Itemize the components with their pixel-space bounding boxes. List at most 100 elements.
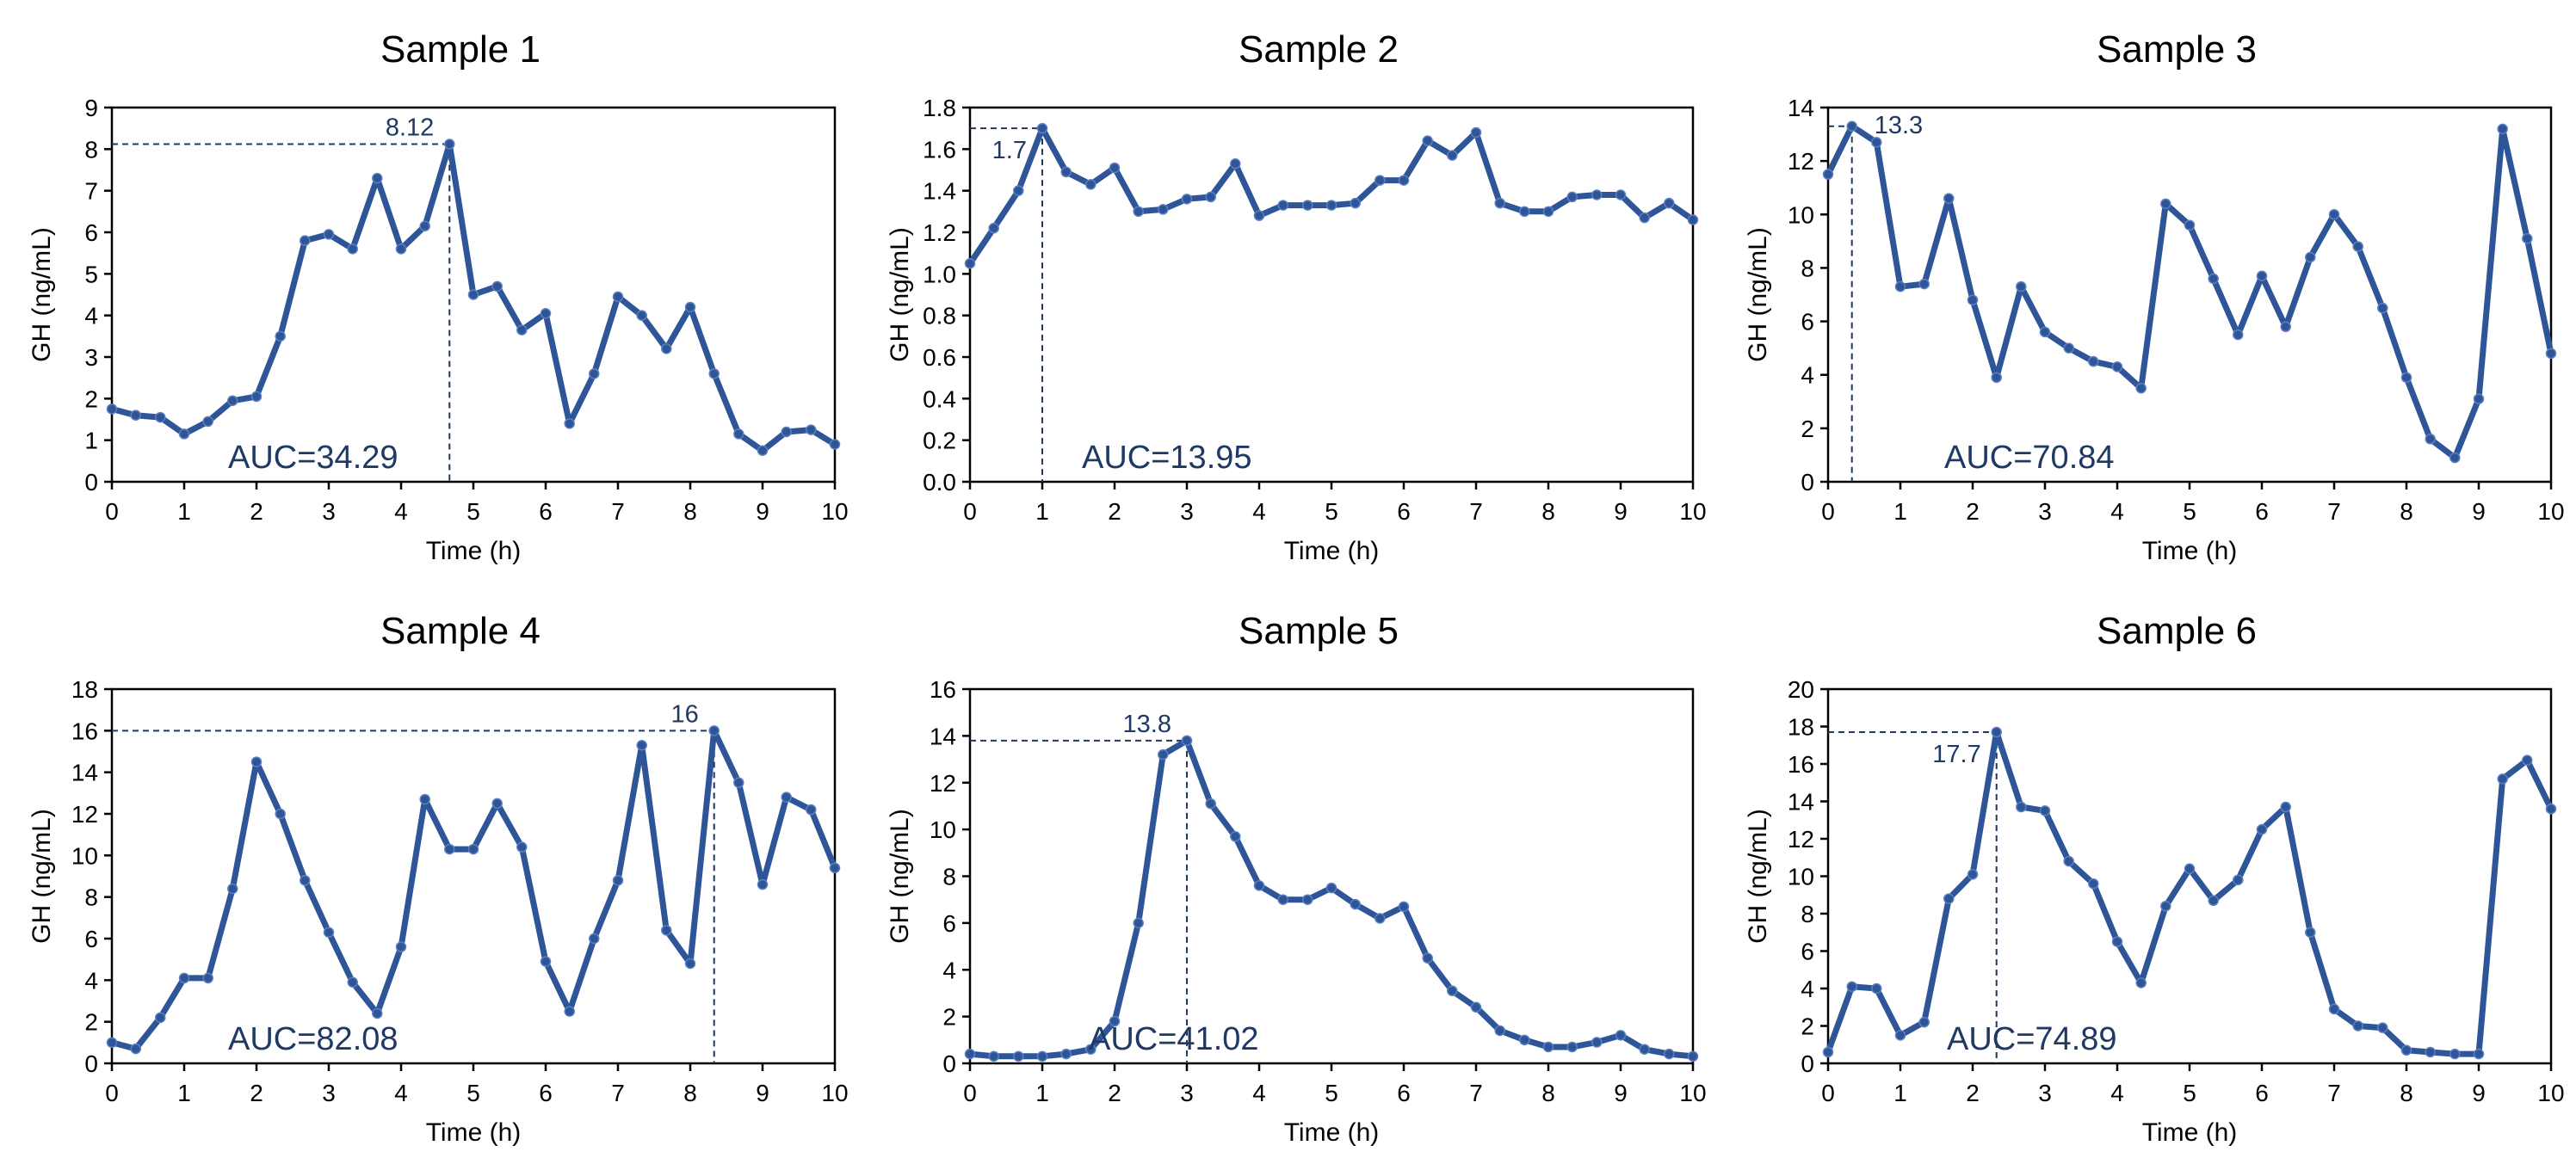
data-point — [491, 798, 503, 810]
x-tick-label: 9 — [2472, 1080, 2486, 1106]
x-tick-label: 4 — [394, 1080, 408, 1106]
y-tick-label: 18 — [71, 676, 98, 703]
y-axis-label: GH (ng/mL) — [886, 809, 914, 944]
x-tick-label: 0 — [105, 1080, 119, 1106]
data-point — [1494, 197, 1505, 209]
x-tick-label: 6 — [2255, 1080, 2269, 1106]
series-line — [967, 737, 1696, 1060]
data-point — [2522, 754, 2533, 766]
data-point — [300, 875, 311, 886]
x-tick-label: 7 — [1469, 1080, 1483, 1106]
series-line — [1825, 729, 2554, 1057]
data-point — [2328, 209, 2340, 220]
x-tick-label: 9 — [1614, 1080, 1628, 1106]
x-tick-label: 3 — [1180, 498, 1194, 525]
data-point — [1542, 206, 1554, 218]
y-tick-label: 0.2 — [923, 428, 956, 454]
x-tick-label: 0 — [963, 1080, 977, 1106]
x-tick-label: 9 — [2472, 498, 2486, 525]
data-point — [988, 222, 999, 234]
data-point — [589, 933, 600, 945]
x-tick-label: 3 — [2038, 498, 2052, 525]
data-point — [323, 927, 335, 938]
y-tick-label: 12 — [71, 801, 98, 828]
data-point — [1871, 982, 1882, 995]
x-tick-label: 9 — [756, 1080, 769, 1106]
data-point — [106, 403, 118, 415]
data-point — [612, 291, 624, 303]
data-point — [2449, 1048, 2461, 1060]
y-tick-label: 10 — [930, 816, 956, 843]
auc-label: AUC=13.95 — [1082, 440, 1252, 476]
y-tick-label: 0.4 — [923, 385, 956, 412]
data-point — [781, 791, 792, 803]
data-point — [1846, 981, 1857, 993]
x-tick-label: 1 — [1035, 498, 1049, 525]
chart-title: Sample 6 — [2097, 610, 2257, 652]
data-point — [275, 808, 286, 820]
plot-frame — [1826, 106, 2553, 483]
data-point — [2256, 823, 2268, 835]
data-point — [1109, 1015, 1121, 1027]
series-line — [1825, 123, 2554, 461]
data-point — [806, 424, 817, 435]
y-tick-label: 2 — [942, 1004, 956, 1031]
x-tick-label: 1 — [1893, 498, 1907, 525]
data-point — [1302, 894, 1313, 905]
data-point — [1277, 894, 1288, 905]
data-point — [661, 343, 672, 354]
data-point — [1542, 1041, 1554, 1053]
y-tick-label: 8 — [84, 884, 98, 911]
x-tick-label: 5 — [466, 498, 480, 525]
data-point — [1398, 175, 1410, 186]
data-point — [540, 956, 552, 967]
data-point — [1374, 913, 1386, 924]
data-point — [2352, 1020, 2363, 1032]
data-point — [1060, 166, 1072, 178]
data-point — [250, 756, 263, 767]
y-tick-label: 12 — [930, 770, 956, 797]
x-tick-label: 5 — [1325, 1080, 1338, 1106]
data-point — [2497, 123, 2508, 135]
y-tick-label: 18 — [1788, 714, 1814, 741]
data-point — [1991, 726, 2002, 738]
data-point — [202, 972, 213, 984]
y-tick-label: 2 — [1801, 416, 1814, 442]
data-point — [2016, 801, 2027, 813]
x-tick-label: 4 — [2110, 498, 2124, 525]
data-point — [2545, 803, 2557, 815]
series-line — [967, 125, 1696, 267]
x-tick-label: 0 — [105, 498, 119, 525]
data-point — [2449, 452, 2461, 464]
x-tick-label: 1 — [177, 1080, 191, 1106]
data-point — [2135, 383, 2147, 394]
chart-title: Sample 5 — [1239, 610, 1399, 652]
y-tick-label: 6 — [942, 910, 956, 937]
data-point — [2088, 878, 2099, 890]
data-point — [1013, 1050, 1024, 1062]
data-point — [2088, 355, 2099, 367]
chart-title: Sample 2 — [1239, 28, 1399, 71]
data-point — [1158, 204, 1169, 215]
data-point — [2377, 1022, 2388, 1033]
chart-title: Sample 1 — [380, 28, 541, 71]
data-point — [1822, 169, 1834, 180]
y-tick-label: 4 — [1801, 976, 1814, 1002]
x-tick-label: 0 — [1821, 498, 1835, 525]
x-tick-label: 2 — [1108, 1080, 1121, 1106]
data-point — [250, 391, 263, 403]
data-point — [444, 139, 455, 150]
x-tick-label: 10 — [821, 1080, 848, 1106]
y-tick-label: 20 — [1788, 676, 1814, 703]
y-tick-label: 0.8 — [923, 303, 956, 329]
data-point — [988, 1050, 999, 1062]
y-axis-label: GH (ng/mL) — [1744, 809, 1772, 944]
chart-svg: Sample 2 0.0 0.2 0.4 0.6 0.8 1.0 1.2 1.4 1.6 1.8 0 1… — [886, 28, 1707, 565]
data-point — [684, 958, 696, 970]
data-point — [1687, 1050, 1699, 1062]
data-point — [2280, 321, 2291, 333]
data-point — [1967, 869, 1979, 880]
data-point — [419, 220, 430, 231]
x-tick-label: 10 — [2537, 1080, 2564, 1106]
x-tick-label: 1 — [1035, 1080, 1049, 1106]
